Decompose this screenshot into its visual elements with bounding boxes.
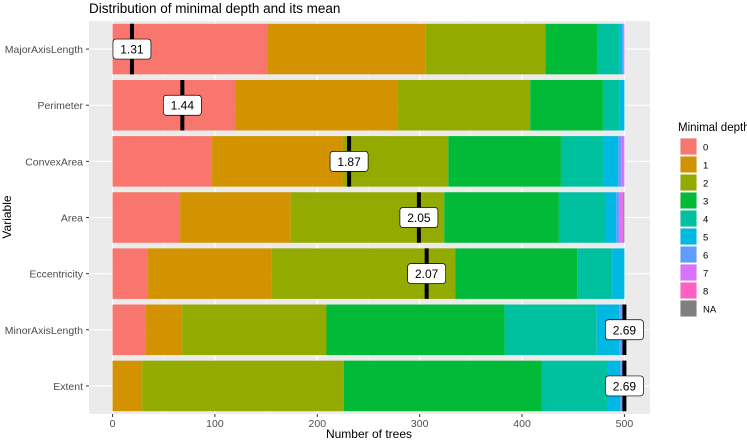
mean-label: 1.31 — [120, 43, 144, 57]
bar-segment-depth-3 — [448, 136, 561, 187]
x-tick-label: 500 — [616, 418, 634, 430]
legend-swatch-5 — [680, 228, 697, 245]
bars — [112, 23, 625, 412]
y-tick-label: Eccentricity — [29, 269, 83, 281]
bar-segment-depth-6 — [618, 136, 622, 187]
bar-segment-depth-5 — [619, 23, 623, 75]
bar-segment-depth-4 — [602, 79, 620, 131]
legend-swatch-NA — [680, 300, 697, 317]
bar-segment-depth-5 — [603, 136, 619, 187]
mean-label-box — [407, 263, 447, 284]
bar-segment-depth-5 — [619, 79, 625, 131]
bar-segment-depth-1 — [180, 192, 291, 243]
y-tick-label: MinorAxisLength — [5, 325, 83, 337]
mean-markers: 1.31 1.44 1.87 2.05 2.07 2.69 2.69 — [112, 23, 644, 412]
bar-segment-depth-2 — [142, 360, 344, 412]
legend-swatch-4 — [680, 210, 697, 227]
bar-segment-depth-0 — [112, 304, 146, 356]
bar-segment-depth-4 — [577, 248, 613, 299]
bar-segment-depth-0 — [112, 248, 148, 299]
legend-swatch-3 — [680, 192, 697, 209]
legend-label: 6 — [703, 251, 708, 262]
chart-title: Distribution of minimal depth and its me… — [89, 1, 340, 16]
x-tick-label: 100 — [206, 418, 224, 430]
legend-swatch-0 — [680, 138, 697, 155]
bar-segment-depth-3 — [530, 79, 603, 131]
bar-segment-depth-1 — [267, 23, 426, 75]
y-tick-label: Extent — [53, 381, 83, 393]
bar-segment-depth-7 — [619, 192, 623, 243]
legend-swatch-6 — [680, 246, 697, 263]
legend-label: 2 — [703, 179, 708, 190]
y-tick-label: Perimeter — [37, 100, 83, 112]
legend-label: 8 — [703, 287, 708, 298]
mean-label: 2.69 — [613, 323, 637, 337]
bar-segment-depth-5 — [605, 192, 617, 243]
y-tick-label: ConvexArea — [25, 156, 83, 168]
bar-segment-depth-4 — [541, 360, 608, 412]
x-tick-label: 0 — [110, 418, 116, 430]
bar-segment-depth-4 — [597, 23, 620, 75]
legend-label: 7 — [703, 269, 708, 280]
bar-segment-depth-3 — [444, 192, 559, 243]
bar-segment-depth-4 — [558, 192, 606, 243]
legend: Minimal depth 0 1 2 3 4 5 6 7 8 NA — [678, 122, 747, 317]
bar-segment-depth-5 — [612, 248, 625, 299]
bar-segment-depth-0 — [112, 192, 181, 243]
mean-label-box — [112, 38, 152, 60]
bar-segment-depth-2 — [182, 304, 327, 356]
mean-label: 2.69 — [613, 379, 637, 393]
mean-label-box — [605, 319, 644, 341]
y-axis: MajorAxisLength Perimeter ConvexArea Area Ec… — [5, 44, 89, 393]
y-tick-label: Area — [61, 213, 83, 225]
bar-segment-depth-3 — [343, 360, 542, 412]
bar-segment-depth-8 — [622, 192, 624, 243]
mean-label: 1.44 — [171, 99, 195, 113]
x-tick-label: 300 — [411, 418, 429, 430]
bar-segment-depth-3 — [326, 304, 505, 356]
bar-segment-depth-NA — [623, 192, 625, 243]
bar-segment-depth-1 — [235, 79, 398, 131]
legend-swatch-7 — [680, 264, 697, 281]
legend-label: 0 — [703, 143, 708, 154]
bar-segment-depth-1 — [211, 136, 343, 187]
legend-title: Minimal depth — [678, 122, 747, 134]
legend-swatch-1 — [680, 156, 697, 173]
legend-label: NA — [703, 305, 717, 316]
mean-label: 2.07 — [415, 267, 439, 281]
bar-segment-depth-7 — [623, 23, 625, 75]
mean-label-box — [399, 207, 439, 228]
bar-segment-depth-1 — [147, 248, 272, 299]
x-tick-label: 200 — [309, 418, 327, 430]
mean-label: 2.05 — [407, 211, 431, 225]
legend-label: 4 — [703, 215, 708, 226]
x-tick-label: 400 — [513, 418, 531, 430]
legend-swatch-8 — [680, 282, 697, 299]
bar-segment-depth-1 — [145, 304, 183, 356]
bar-segment-depth-7 — [621, 136, 625, 187]
y-axis-title: Variable — [0, 195, 14, 238]
mean-label-box — [162, 94, 202, 116]
legend-label: 1 — [703, 161, 708, 172]
legend-swatch-2 — [680, 174, 697, 191]
bar-segment-depth-0 — [112, 136, 212, 187]
mean-label-box — [605, 375, 644, 397]
bar-segment-depth-2 — [425, 23, 546, 75]
x-axis: 0 100 200 300 400 500 — [110, 414, 634, 430]
bar-segment-depth-4 — [504, 304, 597, 356]
x-axis-title: Number of trees — [326, 427, 412, 441]
y-tick-label: MajorAxisLength — [5, 44, 83, 56]
mean-label-box — [329, 151, 369, 172]
bar-segment-depth-3 — [455, 248, 578, 299]
bar-segment-depth-6 — [622, 23, 624, 75]
bar-segment-depth-4 — [560, 136, 604, 187]
legend-label: 3 — [703, 197, 708, 208]
legend-label: 5 — [703, 233, 708, 244]
bar-segment-depth-6 — [616, 192, 620, 243]
bar-segment-depth-3 — [545, 23, 598, 75]
mean-label: 1.87 — [337, 155, 361, 169]
bar-segment-depth-2 — [397, 79, 531, 131]
bar-segment-depth-1 — [112, 360, 143, 412]
